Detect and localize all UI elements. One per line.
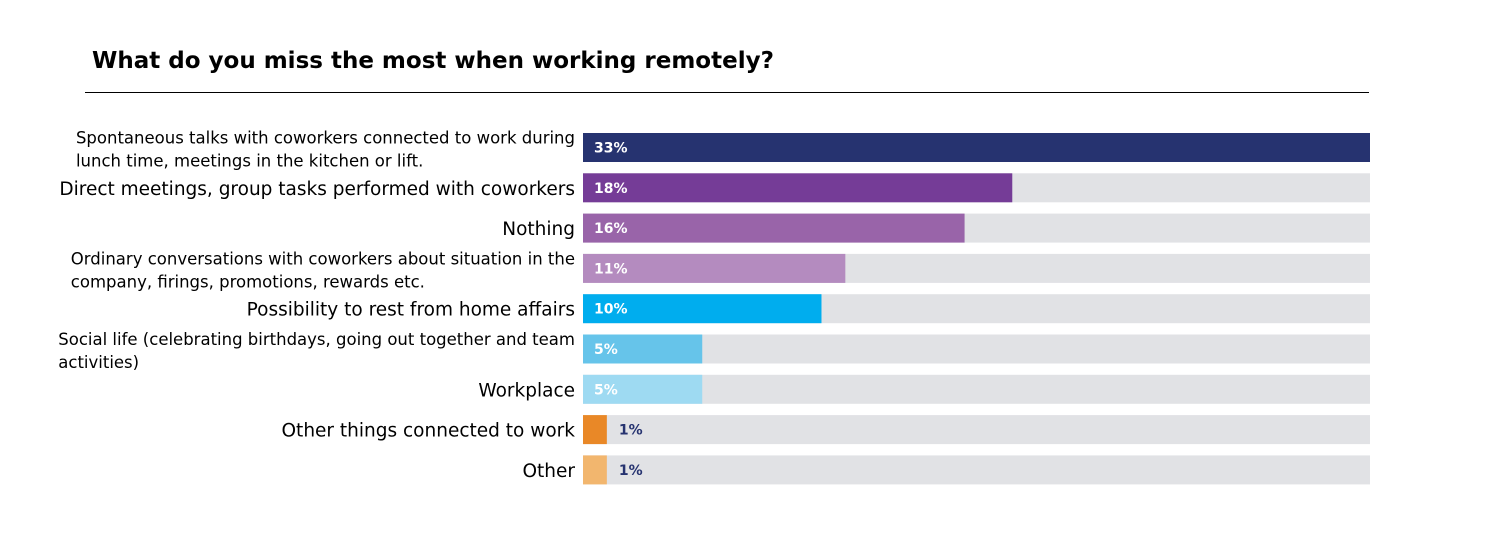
data-label: 33%: [594, 141, 628, 157]
data-label: 10%: [594, 302, 628, 318]
category-label: Direct meetings, group tasks performed w…: [59, 179, 575, 200]
bar: [583, 415, 607, 445]
category-label: Social life (celebrating birthdays, goin…: [58, 330, 575, 349]
data-label: 1%: [619, 423, 643, 439]
bar-track: [583, 334, 1370, 364]
bar: [583, 374, 703, 404]
category-label: Workplace: [478, 380, 575, 401]
category-label-line: lunch time, meetings in the kitchen or l…: [76, 152, 423, 171]
category-label: Other: [522, 461, 575, 482]
category-label: Spontaneous talks with coworkers connect…: [76, 129, 575, 148]
bar: [583, 133, 1370, 162]
data-label: 11%: [594, 261, 628, 277]
category-label: Ordinary conversations with coworkers ab…: [71, 249, 575, 268]
title-divider: [85, 92, 1369, 93]
bar: [583, 455, 607, 485]
category-label: Nothing: [502, 219, 575, 240]
category-label: Other things connected to work: [282, 421, 576, 442]
category-label-line: activities): [58, 353, 139, 372]
bar: [583, 294, 822, 324]
category-label: Possibility to rest from home affairs: [247, 300, 575, 321]
bar-track: [583, 374, 1370, 404]
data-label: 1%: [619, 463, 643, 479]
bar: [583, 253, 846, 283]
data-label: 5%: [594, 342, 618, 358]
bar: [583, 173, 1013, 203]
chart-title: What do you miss the most when working r…: [92, 48, 774, 74]
bar-track: [583, 415, 1370, 445]
bar-track: [583, 455, 1370, 485]
data-label: 18%: [594, 181, 628, 197]
data-label: 16%: [594, 221, 628, 237]
bar: [583, 213, 965, 243]
category-label-line: company, firings, promotions, rewards et…: [71, 272, 425, 291]
bar: [583, 334, 703, 364]
data-label: 5%: [594, 382, 618, 398]
